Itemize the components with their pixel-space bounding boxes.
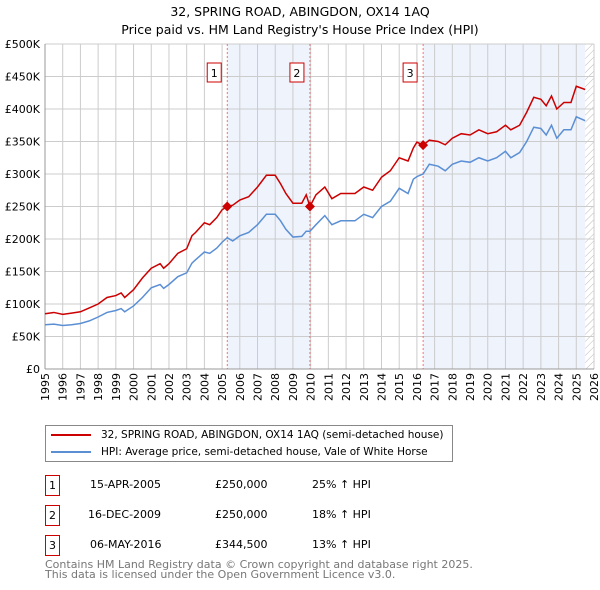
y-tick-label: £350K (5, 136, 41, 149)
x-tick-label: 2019 (464, 373, 477, 401)
x-tick-label: 1996 (57, 373, 70, 401)
legend-label: HPI: Average price, semi-detached house,… (101, 446, 428, 458)
x-tick-label: 2015 (393, 373, 406, 401)
y-tick-label: £150K (5, 266, 41, 279)
sale-price: £250,000 (215, 478, 268, 491)
sale-date: 16-DEC-2009 (88, 508, 162, 521)
footer-line: This data is licensed under the Open Gov… (45, 568, 396, 581)
sale-badge: 3 (45, 535, 60, 556)
legend-item-property: 32, SPRING ROAD, ABINGDON, OX14 1AQ (sem… (46, 427, 443, 443)
x-tick-label: 2012 (340, 373, 353, 401)
footer: Contains HM Land Registry data © Crown c… (45, 558, 473, 581)
x-tick-label: 1995 (39, 373, 52, 401)
sale-label: 1 (211, 67, 218, 80)
sale-date: 06-MAY-2016 (90, 538, 162, 551)
sale-label-box (402, 62, 418, 83)
y-tick-label: £50K (12, 331, 41, 344)
y-tick-label: £450K (5, 71, 41, 84)
x-tick-label: 2006 (234, 373, 247, 401)
x-tick-label: 2024 (553, 373, 566, 401)
x-tick-label: 2010 (305, 373, 318, 401)
x-tick-label: 2023 (535, 373, 548, 401)
y-tick-label: £0 (26, 363, 40, 376)
x-tick-label: 2022 (517, 373, 530, 401)
sale-price: £250,000 (215, 508, 268, 521)
x-tick-label: 2017 (429, 373, 442, 401)
y-tick-label: £500K (5, 38, 41, 51)
x-tick-label: 2001 (145, 373, 158, 401)
x-tick-label: 2004 (198, 373, 211, 401)
legend-swatch-blue (51, 451, 91, 453)
sale-hpi: 18% ↑ HPI (312, 508, 371, 521)
y-tick-label: £400K (5, 103, 41, 116)
x-tick-label: 2007 (252, 373, 265, 401)
y-tick-label: £300K (5, 168, 41, 181)
series-line (44, 85, 586, 316)
x-tick-label: 2020 (482, 373, 495, 401)
x-tick-label: 2021 (499, 373, 512, 401)
footer-line: Contains HM Land Registry data © Crown c… (45, 558, 473, 571)
series-line (44, 115, 586, 327)
x-tick-label: 2002 (163, 373, 176, 401)
sale-label-box (206, 62, 222, 83)
x-tick-label: 2008 (269, 373, 282, 401)
x-tick-label: 2018 (446, 373, 459, 401)
chart-title: 32, SPRING ROAD, ABINGDON, OX14 1AQ (170, 4, 430, 19)
x-tick-label: 2000 (128, 373, 141, 401)
x-tick-label: 2013 (358, 373, 371, 401)
x-tick-label: 2014 (375, 373, 388, 401)
x-tick-label: 2016 (411, 373, 424, 401)
sale-point (304, 201, 315, 212)
x-tick-label: 2009 (287, 373, 300, 401)
price-chart: 1995 1996 1997 1998 1999 2000 2001 2002 2003 2004… (5, 38, 600, 401)
y-tick-label: £200K (5, 233, 41, 246)
x-tick-label: 2003 (181, 373, 194, 401)
x-tick-label: 2005 (216, 373, 229, 401)
chart-subtitle: Price paid vs. HM Land Registry's House … (121, 22, 479, 37)
sale-badge: 1 (45, 475, 60, 496)
sale-price: £344,500 (215, 538, 268, 551)
sale-point (222, 201, 233, 212)
y-tick-label: £100K (5, 298, 41, 311)
x-tick-label: 2025 (570, 373, 583, 401)
x-tick-label: 1999 (110, 373, 123, 401)
x-tick-label: 2026 (588, 373, 600, 401)
legend-swatch-red (51, 434, 91, 436)
y-tick-label: £250K (5, 201, 41, 214)
sale-badge: 2 (45, 505, 60, 526)
sale-label: 3 (407, 67, 414, 80)
sale-hpi: 13% ↑ HPI (312, 538, 371, 551)
legend-label: 32, SPRING ROAD, ABINGDON, OX14 1AQ (sem… (101, 429, 444, 441)
sale-label: 2 (293, 67, 300, 80)
x-tick-label: 1997 (74, 373, 87, 401)
x-tick-label: 2011 (322, 373, 335, 401)
legend: 32, SPRING ROAD, ABINGDON, OX14 1AQ (sem… (45, 425, 453, 462)
sale-point (418, 140, 429, 151)
sale-hpi: 25% ↑ HPI (312, 478, 371, 491)
x-tick-label: 1998 (92, 373, 105, 401)
sale-label-box (289, 62, 305, 83)
legend-item-hpi: HPI: Average price, semi-detached house,… (46, 444, 428, 460)
sale-date: 15-APR-2005 (90, 478, 162, 491)
